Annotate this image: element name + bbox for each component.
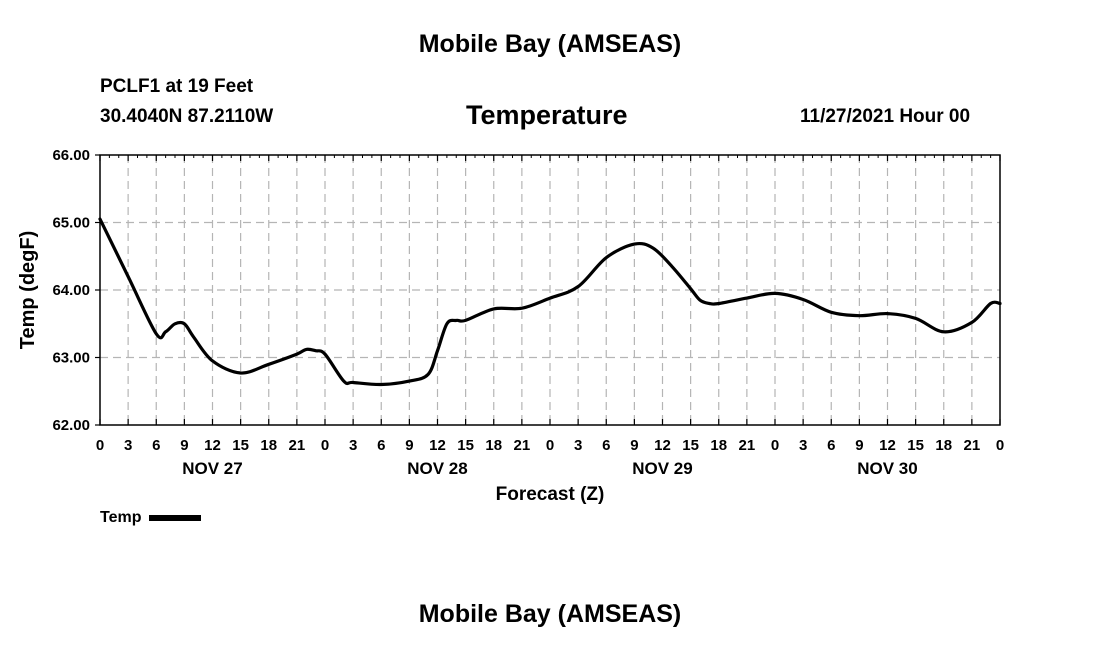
chart-title: Temperature	[466, 100, 628, 130]
y-tick-label: 66.00	[52, 147, 90, 164]
y-tick-label: 65.00	[52, 215, 90, 232]
y-axis-label: Temp (degF)	[17, 231, 39, 350]
forecast-date-label: 11/27/2021 Hour 00	[800, 106, 971, 127]
x-tick-label: 18	[485, 437, 502, 454]
x-tick-label: 6	[377, 437, 385, 454]
legend-swatch-temp	[149, 515, 202, 521]
footer-title: Mobile Bay (AMSEAS)	[418, 600, 682, 628]
x-tick-label: 9	[405, 437, 413, 454]
x-tick-label: 15	[457, 437, 474, 454]
x-axis-label: Forecast (Z)	[496, 484, 605, 505]
page-title: Mobile Bay (AMSEAS)	[418, 30, 682, 58]
x-tick-label: 12	[879, 437, 896, 454]
day-label: NOV 30	[857, 459, 917, 478]
x-tick-label: 12	[429, 437, 446, 454]
axis-ticks	[95, 154, 1001, 426]
x-tick-label: 3	[349, 437, 357, 454]
series-layer	[98, 217, 1002, 387]
x-tick-label: 0	[996, 437, 1004, 454]
x-tick-label: 9	[855, 437, 863, 454]
legend: Temp	[100, 509, 202, 527]
x-tick-label: 0	[321, 437, 329, 454]
x-tick-label: 18	[935, 437, 952, 454]
temp-series-line	[98, 217, 1002, 387]
coordinates-label: 30.4040N 87.2110W	[100, 106, 274, 127]
x-tick-label: 0	[546, 437, 554, 454]
x-tick-label: 0	[771, 437, 779, 454]
station-label: PCLF1 at 19 Feet	[100, 76, 254, 97]
x-tick-label: 12	[204, 437, 221, 454]
x-tick-label: 3	[574, 437, 582, 454]
x-tick-label: 12	[654, 437, 671, 454]
x-tick-label: 3	[799, 437, 807, 454]
x-tick-label: 21	[964, 437, 981, 454]
day-label: NOV 27	[182, 459, 242, 478]
y-tick-label: 62.00	[52, 417, 90, 434]
y-tick-label: 63.00	[52, 350, 90, 367]
day-label: NOV 28	[407, 459, 467, 478]
x-tick-label: 15	[232, 437, 249, 454]
grid-lines	[100, 155, 1000, 425]
y-tick-label: 64.00	[52, 282, 90, 299]
x-tick-label: 21	[739, 437, 756, 454]
x-tick-label: 9	[180, 437, 188, 454]
x-tick-label: 21	[514, 437, 531, 454]
x-tick-label: 9	[630, 437, 638, 454]
x-tick-label: 15	[907, 437, 924, 454]
tick-labels: 0 3 6 9 12 15 18 21 0 3 6 9 12 15 18 21 0 3 6 9 12 15 18 21 0 3 6 9…	[52, 147, 1004, 478]
x-tick-label: 15	[682, 437, 699, 454]
x-tick-label: 0	[96, 437, 104, 454]
x-tick-label: 6	[827, 437, 835, 454]
x-tick-label: 6	[152, 437, 160, 454]
x-tick-label: 6	[602, 437, 610, 454]
x-tick-label: 18	[710, 437, 727, 454]
legend-label-temp: Temp	[100, 509, 142, 526]
x-tick-label: 18	[260, 437, 277, 454]
x-tick-label: 21	[289, 437, 306, 454]
day-label: NOV 29	[632, 459, 692, 478]
x-tick-label: 3	[124, 437, 132, 454]
